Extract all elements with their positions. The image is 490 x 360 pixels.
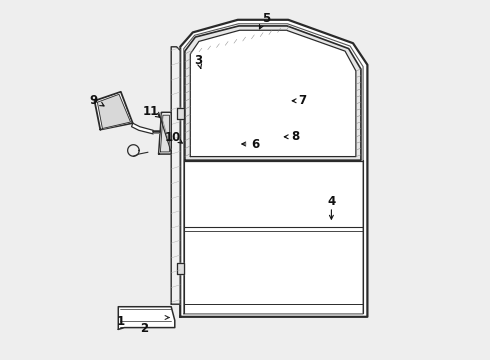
- Polygon shape: [171, 47, 180, 304]
- Polygon shape: [177, 108, 184, 119]
- Text: 10: 10: [165, 131, 181, 144]
- Polygon shape: [118, 307, 175, 329]
- Polygon shape: [159, 112, 171, 154]
- Text: 1: 1: [117, 315, 125, 328]
- Polygon shape: [132, 123, 153, 134]
- Text: 3: 3: [194, 54, 202, 67]
- Polygon shape: [185, 26, 361, 160]
- Text: 8: 8: [291, 130, 299, 143]
- Polygon shape: [95, 92, 133, 130]
- Text: 11: 11: [143, 105, 159, 118]
- Polygon shape: [177, 263, 184, 274]
- Text: 9: 9: [89, 94, 97, 107]
- Polygon shape: [160, 115, 170, 152]
- Text: 5: 5: [263, 12, 271, 24]
- Text: 7: 7: [298, 94, 307, 107]
- Polygon shape: [190, 30, 356, 157]
- Text: 6: 6: [252, 138, 260, 150]
- Polygon shape: [98, 94, 130, 129]
- Text: 2: 2: [140, 322, 148, 335]
- Text: 4: 4: [327, 195, 336, 208]
- Polygon shape: [180, 20, 368, 317]
